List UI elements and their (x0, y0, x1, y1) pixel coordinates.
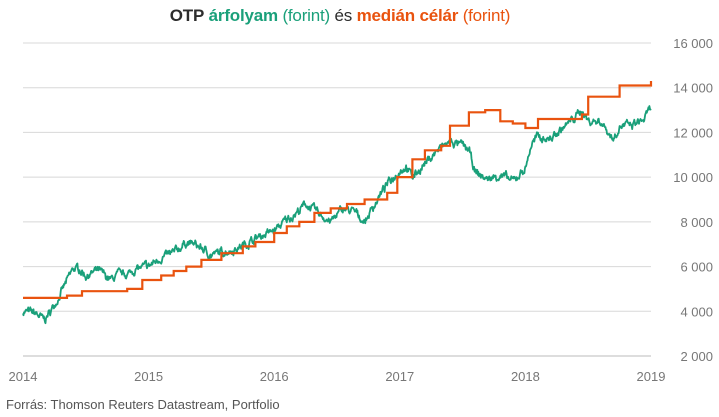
title-otp: OTP (169, 6, 205, 25)
x-tick-label: 2016 (260, 369, 289, 384)
y-tick-label: 12 000 (673, 125, 713, 140)
title-target-label: medián célár (356, 6, 459, 25)
y-tick-label: 2 000 (680, 349, 713, 364)
y-axis-ticks: 2 000 4 000 6 000 8 000 10 000 12 000 14 000 16… (673, 36, 713, 364)
x-tick-label: 2018 (511, 369, 540, 384)
y-tick-label: 10 000 (673, 170, 713, 185)
x-tick-label: 2019 (637, 369, 666, 384)
x-tick-label: 2014 (9, 369, 38, 384)
y-tick-label: 16 000 (673, 36, 713, 51)
x-tick-label: 2015 (134, 369, 163, 384)
line-chart: 2 000 4 000 6 000 8 000 10 000 12 000 14 000 16… (9, 36, 713, 384)
gridlines (23, 42, 651, 312)
y-tick-label: 8 000 (680, 215, 713, 230)
title-conjunction: és (334, 6, 353, 25)
x-axis-ticks: 2014 2015 2016 2017 2018 2019 (9, 369, 666, 384)
y-tick-label: 4 000 (680, 304, 713, 319)
title-price-unit: (forint) (282, 6, 330, 25)
series-line-price (22, 105, 652, 325)
title-target-unit: (forint) (462, 6, 511, 25)
source-note: Forrás: Thomson Reuters Datastream, Port… (6, 397, 280, 412)
y-tick-label: 6 000 (680, 260, 713, 275)
series-line-target (23, 81, 653, 299)
series-lines (22, 81, 653, 325)
title-price-label: árfolyam (208, 6, 278, 25)
y-tick-label: 14 000 (673, 81, 713, 96)
chart-title: OTP árfolyam (forint) és medián célár (f… (0, 6, 680, 26)
x-tick-label: 2017 (385, 369, 414, 384)
